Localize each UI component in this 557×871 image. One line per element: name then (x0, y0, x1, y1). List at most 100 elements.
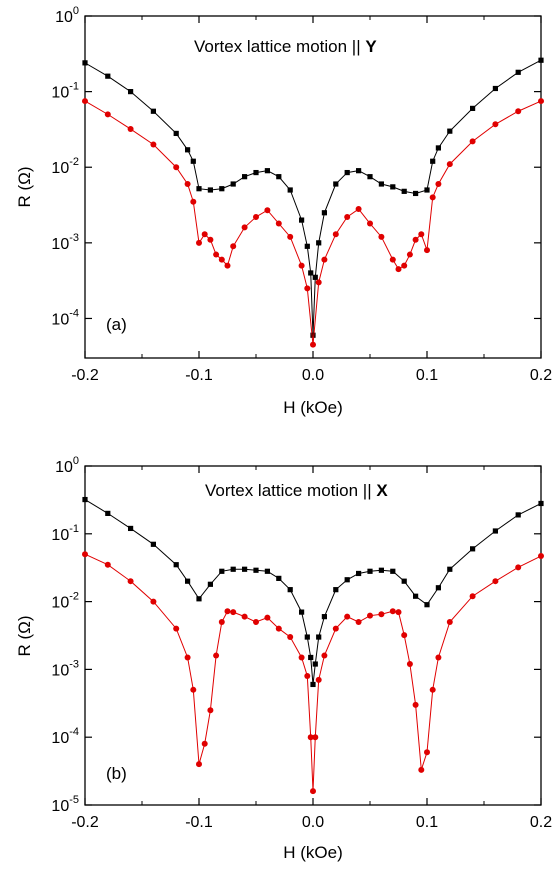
y-tick-base: 10 (51, 730, 69, 747)
data-point-circle (389, 256, 396, 263)
data-point-circle (424, 749, 430, 756)
y-tick-label: 10-1 (51, 81, 79, 102)
y-tick-base: 10 (55, 459, 73, 476)
data-point-square (196, 596, 202, 602)
data-point-square (105, 73, 111, 79)
data-point-square (299, 217, 305, 223)
data-point-circle (304, 285, 311, 292)
data-point-square (316, 634, 322, 640)
data-point-circle (207, 236, 214, 243)
panel-label: (b) (106, 764, 127, 783)
data-point-circle (218, 256, 225, 263)
data-point-circle (418, 766, 425, 773)
x-tick-label: 0.2 (530, 814, 552, 831)
data-point-circle (378, 611, 385, 618)
data-point-circle (82, 98, 88, 105)
data-point-square (287, 587, 293, 593)
data-point-circle (321, 652, 328, 659)
data-point-circle (173, 164, 180, 171)
data-point-circle (492, 121, 499, 128)
y-tick-base: 10 (55, 9, 73, 26)
series-line (84, 100, 542, 345)
data-point-circle (310, 341, 316, 348)
x-tick-label: -0.2 (71, 814, 99, 831)
data-point-square (447, 566, 453, 572)
y-tick-exponent: -3 (69, 232, 79, 244)
data-point-circle (412, 701, 419, 708)
data-point-circle (230, 609, 237, 616)
data-point-square (470, 546, 476, 552)
data-point-square (190, 158, 196, 164)
data-point-square (435, 585, 441, 591)
data-point-square (276, 575, 282, 581)
data-point-square (424, 187, 430, 193)
x-tick-label: 0.0 (302, 367, 324, 384)
x-tick-label: -0.1 (185, 367, 213, 384)
data-point-circle (435, 181, 442, 188)
data-point-circle (469, 138, 476, 145)
data-point-square (219, 568, 225, 574)
data-point-circle (241, 224, 248, 231)
y-axis-label: R (Ω) (15, 166, 34, 207)
series-layer (82, 496, 544, 795)
y-tick-base: 10 (51, 311, 69, 328)
data-point-square (304, 634, 310, 640)
data-point-circle (312, 734, 319, 741)
data-point-square (82, 60, 88, 66)
data-point-circle (492, 578, 499, 585)
data-point-circle (435, 654, 442, 661)
panel-b: -0.2 -0.1 0.0 0.1 0.210-510-410-310-210-1100… (15, 455, 552, 862)
y-tick-base: 10 (51, 595, 69, 612)
data-point-circle (429, 194, 436, 201)
data-point-circle (355, 619, 362, 626)
data-point-circle (469, 593, 476, 600)
data-point-circle (82, 551, 88, 558)
data-point-circle (184, 654, 191, 661)
annotation: Vortex lattice motion || X (205, 481, 388, 500)
x-tick-label: -0.2 (71, 367, 99, 384)
y-tick-label: 10-2 (51, 591, 79, 612)
data-point-circle (190, 198, 197, 205)
data-point-circle (224, 608, 231, 615)
y-tick-base: 10 (51, 662, 69, 679)
y-tick-exponent: -4 (69, 307, 79, 319)
data-point-square (312, 274, 318, 280)
data-point-circle (241, 613, 248, 620)
data-point-square (378, 567, 384, 573)
data-point-circle (127, 126, 134, 133)
data-point-square (344, 169, 350, 176)
data-point-square (470, 105, 476, 111)
data-point-square (413, 593, 419, 599)
data-point-square (367, 568, 373, 574)
annotation-text: Vortex lattice motion || (194, 37, 365, 56)
data-point-square (333, 181, 339, 187)
y-tick-label: 100 (55, 5, 79, 26)
data-point-circle (406, 251, 413, 258)
data-point-square (82, 496, 88, 503)
y-tick-base: 10 (51, 527, 69, 544)
y-tick-exponent: -1 (69, 81, 79, 93)
data-point-circle (264, 614, 271, 621)
y-axis-label: R (Ω) (15, 615, 34, 656)
annotation: Vortex lattice motion || Y (194, 37, 377, 56)
x-tick-label: 0.2 (530, 367, 552, 384)
data-point-circle (201, 740, 208, 747)
data-point-circle (538, 553, 544, 560)
data-point-square (150, 541, 156, 547)
data-point-circle (332, 231, 339, 238)
x-tick-label: 0.0 (302, 814, 324, 831)
data-point-circle (315, 279, 322, 286)
y-tick-label: 10-4 (51, 726, 79, 747)
data-point-circle (207, 707, 214, 714)
panel-label: (a) (106, 315, 127, 334)
y-tick-label: 10-5 (51, 794, 79, 815)
data-point-circle (344, 613, 351, 620)
y-tick-base: 10 (51, 85, 69, 102)
data-point-square (515, 512, 521, 518)
data-point-square (321, 210, 327, 216)
data-point-circle (378, 233, 385, 240)
x-axis-label: H (kOe) (283, 843, 343, 862)
